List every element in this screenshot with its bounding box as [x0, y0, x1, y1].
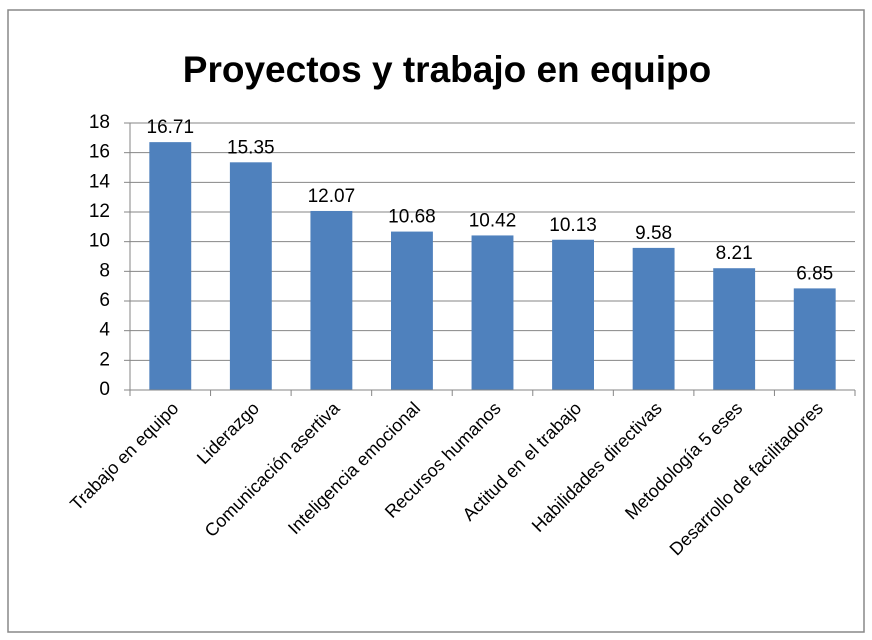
y-tick-label: 8 — [99, 260, 110, 281]
bar — [229, 162, 272, 390]
value-label: 10.42 — [469, 210, 517, 231]
y-tick-label: 14 — [89, 171, 111, 192]
value-label: 9.58 — [635, 223, 672, 244]
bar — [552, 239, 594, 390]
y-tick-label: 10 — [89, 231, 110, 252]
y-tick-label: 18 — [89, 112, 110, 133]
chart-title: Proyectos y trabajo en equipo — [183, 49, 711, 90]
y-tick-label: 16 — [89, 142, 110, 163]
value-label: 8.21 — [716, 243, 753, 264]
y-tick-label: 12 — [89, 201, 110, 222]
value-label: 10.68 — [388, 207, 436, 228]
value-label: 6.85 — [796, 263, 833, 284]
bar — [391, 231, 433, 390]
bar — [310, 210, 353, 390]
value-label: 10.13 — [549, 215, 597, 236]
y-tick-label: 4 — [99, 320, 110, 341]
y-tick-label: 2 — [99, 349, 110, 370]
bar — [713, 268, 756, 390]
y-tick-label: 0 — [99, 379, 110, 400]
value-label: 16.71 — [147, 117, 195, 138]
y-tick-label: 6 — [99, 290, 110, 311]
bar — [632, 247, 675, 390]
value-label: 12.07 — [308, 186, 356, 207]
bar — [471, 235, 514, 390]
bar — [149, 142, 192, 390]
value-label: 15.35 — [227, 137, 275, 158]
bar — [793, 288, 836, 390]
